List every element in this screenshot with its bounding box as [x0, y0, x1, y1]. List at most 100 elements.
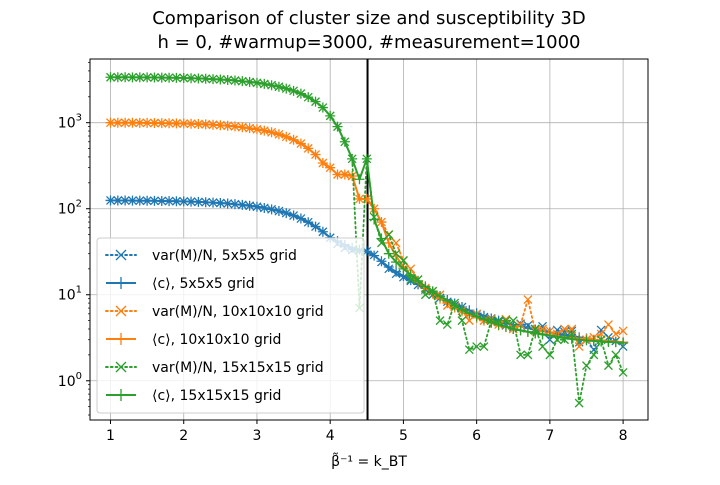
- x-marker: [472, 342, 482, 352]
- plus-marker: [115, 389, 127, 401]
- x-marker: [545, 350, 555, 360]
- plus-marker: [266, 204, 277, 215]
- plus-marker: [251, 77, 262, 88]
- x-marker: [115, 305, 127, 317]
- plus-marker: [332, 121, 343, 132]
- plus-marker: [288, 134, 299, 145]
- x-marker: [582, 361, 591, 371]
- plus-marker: [310, 96, 321, 107]
- legend-entry: var(M)/N, 5x5x5 grid: [105, 248, 297, 264]
- plus-marker: [310, 221, 321, 232]
- plus-marker: [295, 88, 306, 99]
- x-marker: [464, 345, 474, 355]
- plus-marker: [559, 332, 570, 343]
- y-tick-label: 103: [58, 113, 82, 132]
- plus-marker: [339, 169, 350, 180]
- plus-marker: [354, 174, 365, 185]
- x-marker: [567, 329, 577, 339]
- plus-marker: [303, 92, 314, 103]
- plus-marker: [457, 304, 467, 315]
- plus-marker: [361, 193, 372, 204]
- x-marker: [596, 325, 606, 335]
- legend-entries: var(M)/N, 5x5x5 grid ⟨c⟩, 5x5x5 grid var(M…: [105, 248, 324, 404]
- legend-entry: var(M)/N, 15x15x15 grid: [105, 360, 324, 376]
- plus-marker: [259, 125, 270, 136]
- y-ticks: 100 101 102 103: [58, 62, 90, 416]
- plus-marker: [251, 201, 262, 212]
- plus-marker: [405, 269, 416, 280]
- x-marker: [501, 316, 511, 326]
- plus-marker: [361, 153, 372, 164]
- x-marker: [589, 350, 599, 360]
- x-marker: [384, 230, 394, 240]
- plus-marker: [310, 149, 321, 160]
- legend-entry: var(M)/N, 10x10x10 grid: [105, 304, 324, 320]
- series-layer: [105, 72, 629, 408]
- plus-marker: [295, 138, 306, 149]
- x-marker: [618, 367, 628, 377]
- plus-marker: [376, 233, 387, 244]
- x-axis-label: β̃⁻¹ = k_BT: [331, 452, 407, 470]
- x-marker: [435, 316, 445, 326]
- x-tick-label: 7: [545, 428, 554, 444]
- x-tick-label: 4: [326, 428, 335, 444]
- x-marker: [574, 398, 584, 408]
- series-5: [105, 72, 629, 348]
- plus-marker: [259, 78, 270, 89]
- plus-marker: [493, 319, 504, 330]
- plus-marker: [222, 120, 233, 131]
- plus-marker: [435, 291, 446, 302]
- plus-marker: [413, 275, 424, 286]
- legend-box: [96, 237, 365, 414]
- plus-marker: [229, 199, 240, 210]
- x-marker: [479, 342, 489, 352]
- y-tick-label: 100: [58, 371, 82, 390]
- plus-marker: [237, 199, 248, 210]
- plus-marker: [544, 330, 555, 341]
- legend: var(M)/N, 5x5x5 grid ⟨c⟩, 5x5x5 grid var(M…: [96, 237, 365, 414]
- plus-marker: [317, 157, 328, 168]
- plus-marker: [369, 214, 380, 225]
- plus-marker: [244, 123, 255, 134]
- plus-marker: [391, 266, 402, 277]
- plot-frame: [89, 58, 649, 421]
- plus-marker: [537, 329, 548, 340]
- plus-marker: [229, 75, 240, 86]
- plus-marker: [508, 323, 519, 334]
- plus-marker: [552, 331, 563, 342]
- plus-marker: [376, 256, 387, 267]
- x-marker: [523, 295, 533, 304]
- legend-label: var(M)/N, 5x5x5 grid: [152, 248, 297, 264]
- plus-marker: [237, 122, 248, 133]
- plus-marker: [115, 333, 127, 345]
- plus-marker: [281, 131, 292, 142]
- plus-marker: [391, 257, 402, 268]
- plus-marker: [610, 337, 621, 348]
- plus-marker: [303, 217, 314, 228]
- chart-title: Comparison of cluster size and susceptib…: [152, 8, 586, 29]
- legend-label: var(M)/N, 10x10x10 grid: [152, 304, 324, 320]
- x-marker: [523, 350, 533, 360]
- plus-marker: [522, 326, 533, 337]
- legend-entry: ⟨c⟩, 15x15x15 grid: [106, 388, 281, 404]
- plus-marker: [288, 85, 299, 96]
- x-marker: [538, 342, 548, 352]
- x-tick-label: 6: [472, 428, 481, 444]
- x-marker: [618, 326, 628, 336]
- legend-label: ⟨c⟩, 15x15x15 grid: [152, 388, 281, 404]
- x-marker: [611, 350, 621, 360]
- plus-marker: [281, 83, 292, 94]
- plus-marker: [442, 295, 453, 306]
- plus-marker: [486, 317, 497, 328]
- x-marker: [457, 316, 467, 326]
- x-tick-label: 8: [619, 428, 628, 444]
- plus-marker: [376, 217, 387, 228]
- plus-marker: [398, 263, 409, 274]
- y-tick-label: 101: [58, 285, 82, 304]
- plus-marker: [347, 153, 358, 164]
- x-marker: [611, 329, 621, 339]
- x-marker: [398, 256, 408, 265]
- x-tick-label: 3: [252, 428, 261, 444]
